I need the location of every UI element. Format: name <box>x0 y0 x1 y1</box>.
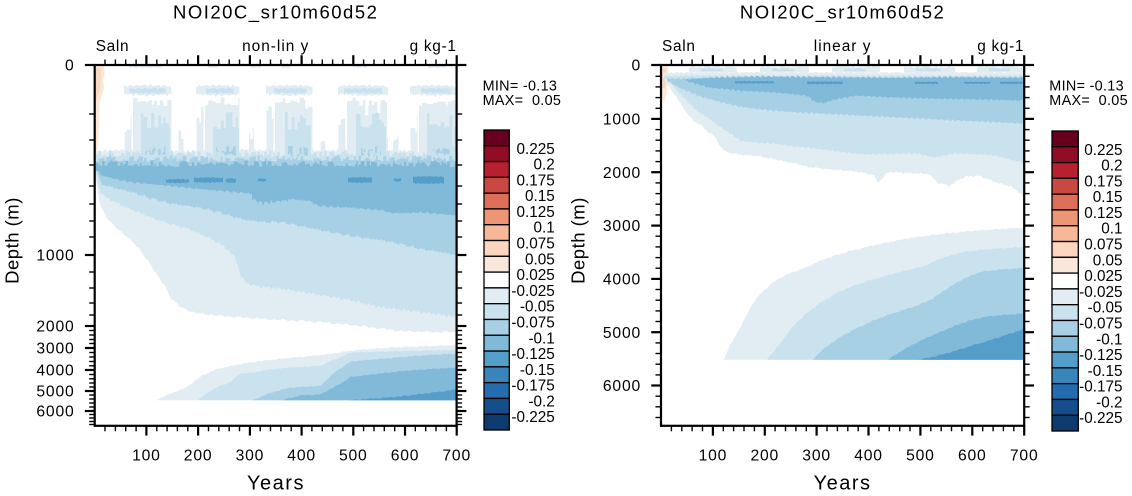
svg-text:-0.2: -0.2 <box>528 393 554 410</box>
svg-text:-0.025: -0.025 <box>1079 284 1122 301</box>
svg-text:-0.225: -0.225 <box>511 409 554 426</box>
svg-text:600: 600 <box>391 447 420 464</box>
svg-text:0.225: 0.225 <box>517 141 555 158</box>
svg-text:0.15: 0.15 <box>525 188 555 205</box>
svg-text:3000: 3000 <box>36 341 74 358</box>
svg-text:-0.075: -0.075 <box>511 315 554 332</box>
svg-text:NOI20C_sr10m60d52: NOI20C_sr10m60d52 <box>740 2 945 24</box>
svg-text:2000: 2000 <box>36 319 74 336</box>
svg-text:-0.225: -0.225 <box>1079 410 1122 427</box>
svg-text:6000: 6000 <box>36 404 74 421</box>
svg-text:non-lin y: non-lin y <box>242 38 309 55</box>
svg-text:-0.15: -0.15 <box>520 362 555 379</box>
svg-text:-0.2: -0.2 <box>1096 394 1122 411</box>
svg-text:-0.025: -0.025 <box>511 283 554 300</box>
svg-text:1000: 1000 <box>36 248 74 265</box>
svg-text:0.075: 0.075 <box>517 236 555 253</box>
svg-text:linear y: linear y <box>814 38 872 55</box>
svg-text:0.025: 0.025 <box>1084 268 1122 285</box>
svg-text:700: 700 <box>442 447 471 464</box>
svg-text:0.1: 0.1 <box>534 220 555 237</box>
svg-text:0.125: 0.125 <box>1084 205 1122 222</box>
svg-text:400: 400 <box>287 447 316 464</box>
svg-text:0.1: 0.1 <box>1101 221 1122 238</box>
svg-text:0.2: 0.2 <box>1101 158 1122 175</box>
svg-text:NOI20C_sr10m60d52: NOI20C_sr10m60d52 <box>173 2 378 24</box>
svg-text:600: 600 <box>958 447 987 464</box>
svg-text:5000: 5000 <box>36 384 74 401</box>
svg-text:4000: 4000 <box>603 272 641 289</box>
svg-text:-0.075: -0.075 <box>1079 316 1122 333</box>
svg-text:-0.1: -0.1 <box>528 330 554 347</box>
svg-text:-0.1: -0.1 <box>1096 331 1122 348</box>
svg-text:0.125: 0.125 <box>517 204 555 221</box>
svg-text:MAX= 0.05: MAX= 0.05 <box>1049 93 1128 109</box>
svg-text:0: 0 <box>631 58 641 75</box>
svg-text:0.2: 0.2 <box>534 157 555 174</box>
svg-text:0.075: 0.075 <box>1084 237 1122 254</box>
svg-text:MIN= -0.13: MIN= -0.13 <box>1049 79 1124 95</box>
svg-text:3000: 3000 <box>603 218 641 235</box>
svg-text:0.05: 0.05 <box>525 251 555 268</box>
svg-text:100: 100 <box>699 447 728 464</box>
svg-text:500: 500 <box>906 447 935 464</box>
svg-text:-0.15: -0.15 <box>1088 363 1123 380</box>
svg-text:300: 300 <box>802 447 831 464</box>
svg-text:Years: Years <box>814 472 872 494</box>
svg-text:0.175: 0.175 <box>1084 173 1122 190</box>
svg-text:-0.125: -0.125 <box>1079 347 1122 364</box>
svg-text:2000: 2000 <box>603 165 641 182</box>
svg-text:-0.175: -0.175 <box>511 378 554 395</box>
svg-text:-0.175: -0.175 <box>1079 379 1122 396</box>
svg-text:-0.125: -0.125 <box>511 346 554 363</box>
svg-text:6000: 6000 <box>603 378 641 395</box>
svg-text:MIN= -0.13: MIN= -0.13 <box>483 79 558 95</box>
svg-text:700: 700 <box>1010 447 1039 464</box>
svg-text:Saln: Saln <box>96 38 130 55</box>
svg-text:MAX= 0.05: MAX= 0.05 <box>483 93 562 109</box>
svg-text:Years: Years <box>247 472 305 494</box>
svg-text:200: 200 <box>184 447 213 464</box>
svg-text:0.025: 0.025 <box>517 267 555 284</box>
svg-text:Depth (m): Depth (m) <box>568 197 589 284</box>
svg-text:g kg-1: g kg-1 <box>410 38 457 55</box>
svg-text:4000: 4000 <box>36 363 74 380</box>
svg-text:300: 300 <box>236 447 265 464</box>
svg-text:g kg-1: g kg-1 <box>977 38 1024 55</box>
svg-text:0.15: 0.15 <box>1093 189 1123 206</box>
svg-text:Depth (m): Depth (m) <box>2 197 23 284</box>
svg-text:100: 100 <box>132 447 161 464</box>
svg-text:0: 0 <box>65 58 75 75</box>
svg-text:0.05: 0.05 <box>1093 252 1123 269</box>
svg-text:500: 500 <box>339 447 368 464</box>
svg-text:1000: 1000 <box>603 112 641 129</box>
svg-text:Saln: Saln <box>662 38 696 55</box>
svg-text:0.225: 0.225 <box>1084 142 1122 159</box>
svg-text:-0.05: -0.05 <box>520 299 555 316</box>
svg-text:5000: 5000 <box>603 325 641 342</box>
svg-text:-0.05: -0.05 <box>1088 300 1123 317</box>
svg-text:200: 200 <box>751 447 780 464</box>
svg-text:400: 400 <box>854 447 883 464</box>
svg-text:0.175: 0.175 <box>517 172 555 189</box>
